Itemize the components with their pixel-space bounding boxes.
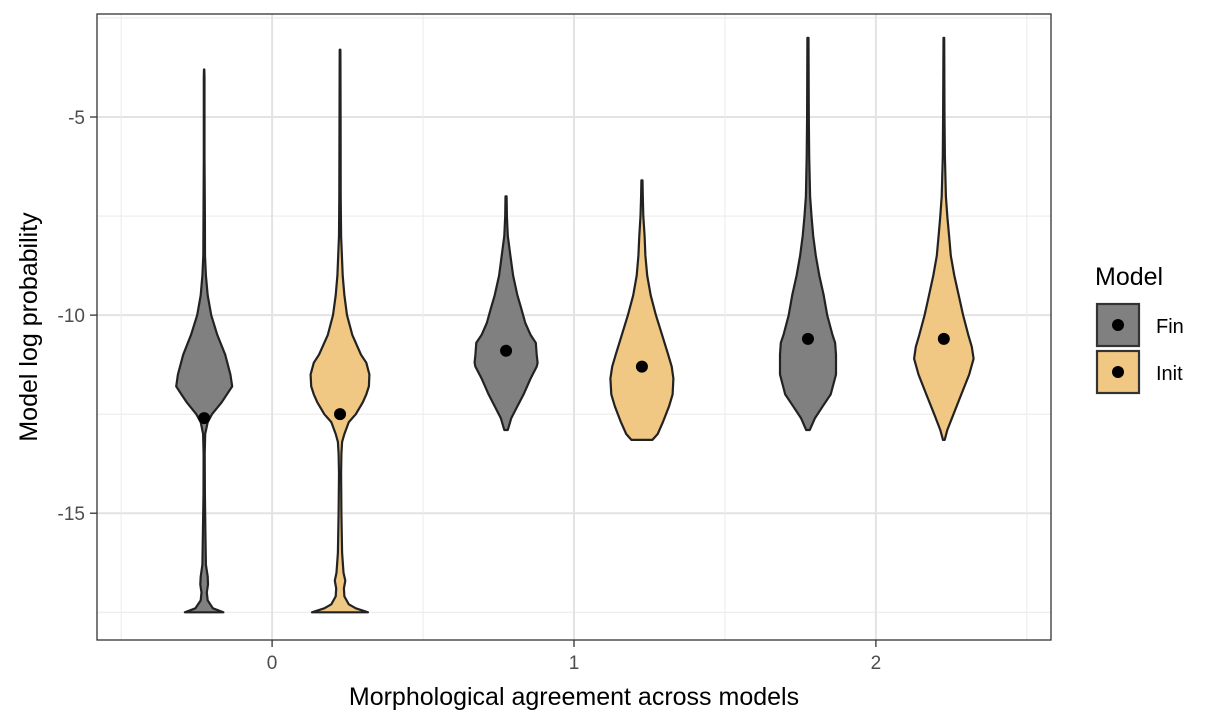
violin-fin-0 — [175, 68, 234, 614]
mean-point-fin-2 — [801, 332, 814, 345]
legend-point-init — [1112, 366, 1124, 378]
x-tick-label: 0 — [267, 653, 278, 674]
x-tick-label: 1 — [569, 653, 580, 674]
legend: Model Fin Init — [1095, 263, 1184, 395]
violin-fin-2 — [778, 36, 838, 432]
mean-point-init-0 — [334, 408, 347, 421]
y-axis-title: Model log probability — [15, 212, 43, 442]
mean-point-fin-1 — [500, 344, 513, 357]
axes: -15 -10 -5 0 1 2 — [58, 108, 882, 674]
y-tick-label: -10 — [58, 306, 85, 327]
mean-point-fin-0 — [198, 412, 211, 425]
violin-init-2 — [913, 36, 975, 441]
violin-init-0 — [309, 48, 371, 614]
grid-lines — [97, 14, 1051, 640]
violins — [175, 36, 975, 614]
mean-point-init-2 — [937, 332, 950, 345]
y-tick-label: -15 — [58, 504, 85, 525]
violin-fin-1 — [473, 195, 539, 432]
legend-title: Model — [1095, 263, 1163, 291]
x-tick-label: 2 — [871, 653, 882, 674]
legend-label-fin: Fin — [1156, 316, 1184, 338]
mean-points — [198, 332, 950, 425]
violin-init-1 — [609, 179, 675, 441]
y-tick-label: -5 — [68, 108, 85, 129]
x-axis-title: Morphological agreement across models — [349, 683, 799, 711]
legend-key-fin — [1095, 302, 1141, 348]
legend-label-init: Init — [1156, 363, 1183, 385]
mean-point-init-1 — [635, 360, 648, 373]
legend-point-fin — [1112, 319, 1124, 331]
